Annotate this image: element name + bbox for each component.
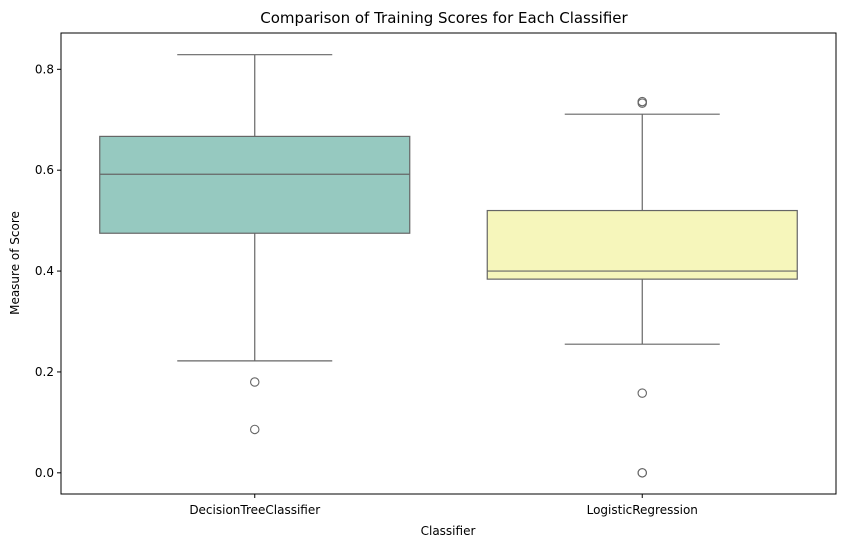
boxes-layer xyxy=(99,54,798,478)
y-tick-label: 0.0 xyxy=(35,466,54,480)
y-tick-label: 0.4 xyxy=(35,264,54,278)
plot-area-frame xyxy=(60,32,837,495)
outlier-point xyxy=(250,377,260,387)
x-axis: DecisionTreeClassifier LogisticRegression xyxy=(189,494,698,517)
iqr-box xyxy=(99,135,411,234)
y-tick-label: 0.6 xyxy=(35,163,54,177)
y-tick-label: 0.2 xyxy=(35,365,54,379)
y-axis-label: Measure of Score xyxy=(8,211,22,315)
outlier-point xyxy=(250,424,260,435)
x-axis-label: Classifier xyxy=(421,524,476,538)
outlier-point xyxy=(637,388,647,398)
x-tick-label: DecisionTreeClassifier xyxy=(189,503,320,517)
chart-title: Comparison of Training Scores for Each C… xyxy=(260,9,628,27)
outlier-point xyxy=(637,468,647,478)
box-LogisticRegression xyxy=(486,96,798,478)
iqr-box xyxy=(486,209,798,280)
x-tick-label: LogisticRegression xyxy=(587,503,698,517)
y-axis: 0.0 0.2 0.4 0.6 0.8 xyxy=(35,62,61,480)
box-DecisionTreeClassifier xyxy=(99,54,411,435)
outlier-point xyxy=(637,98,647,108)
y-tick-label: 0.8 xyxy=(35,62,54,76)
